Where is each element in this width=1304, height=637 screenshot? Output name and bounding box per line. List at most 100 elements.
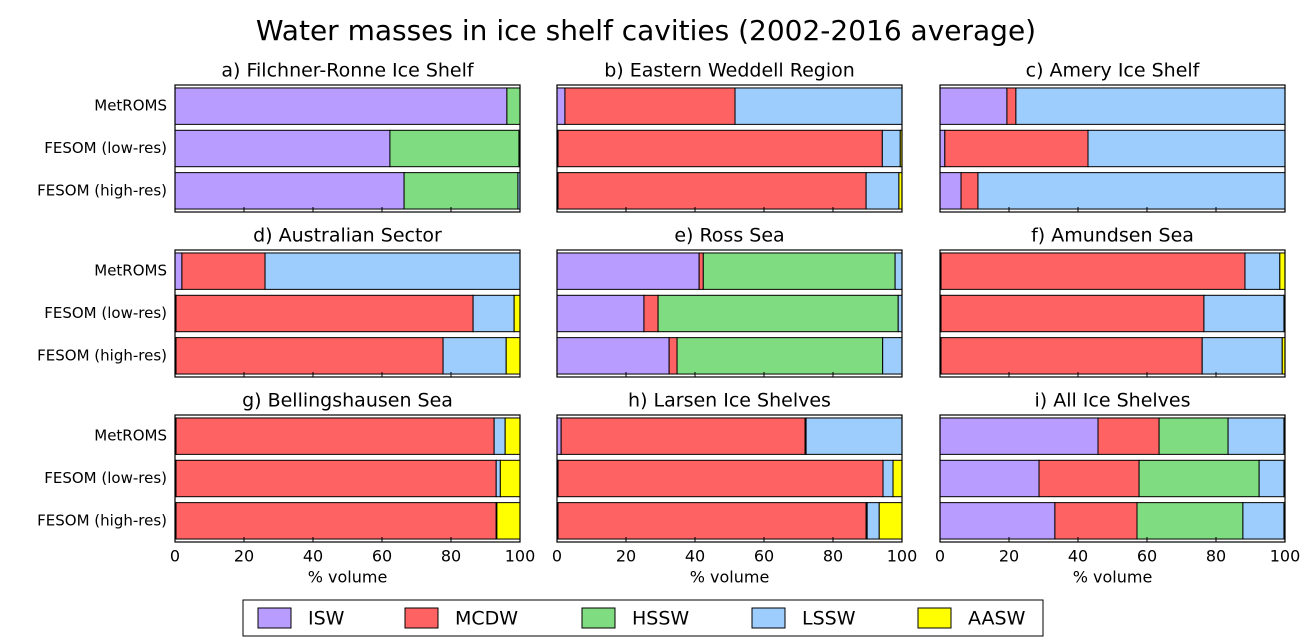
x-tick-label: 80 xyxy=(1206,547,1226,566)
panel-frame xyxy=(556,84,903,213)
bar-segment xyxy=(878,502,903,540)
bar-segment xyxy=(977,172,1286,210)
bar-segment xyxy=(181,252,266,290)
bar-segment xyxy=(1136,502,1244,540)
bar-segment xyxy=(389,129,520,168)
legend-label: AASW xyxy=(968,608,1026,630)
bar-segment xyxy=(442,337,507,375)
bar-segment xyxy=(643,294,659,333)
bar-segment xyxy=(1006,87,1017,125)
panel-frame xyxy=(939,249,1286,378)
x-axis-label: % volume xyxy=(308,568,388,587)
bar-segment xyxy=(174,252,183,290)
bar-segment xyxy=(881,129,901,168)
bar-segment xyxy=(556,337,670,375)
bar-segment xyxy=(1227,417,1285,455)
bar-segment xyxy=(1242,502,1285,540)
bar-segment xyxy=(939,129,946,168)
bar-segment xyxy=(1138,459,1260,498)
legend-swatch xyxy=(581,607,616,629)
x-tick-label: 100 xyxy=(505,547,536,566)
panel-title: e) Ross Sea xyxy=(674,225,784,247)
x-tick-label: 80 xyxy=(823,547,843,566)
panel-title: d) Australian Sector xyxy=(253,225,442,247)
x-tick-label: 0 xyxy=(170,547,180,566)
panel-frame xyxy=(174,249,521,378)
bar-segment xyxy=(1203,294,1285,333)
bar-segment xyxy=(175,459,497,498)
bar-segment xyxy=(557,459,884,498)
panel-title: g) Bellingshausen Sea xyxy=(242,390,453,412)
bar-segment xyxy=(1097,417,1160,455)
bar-segment xyxy=(504,417,521,455)
bar-segment xyxy=(556,87,566,125)
panel-title: h) Larsen Ice Shelves xyxy=(628,390,831,412)
bar-segment xyxy=(403,172,519,210)
legend-box xyxy=(242,599,1044,637)
figure-title: Water masses in ice shelf cavities (2002… xyxy=(256,14,1036,47)
bar-segment xyxy=(892,459,903,498)
panel-frame xyxy=(174,414,521,543)
x-tick-label: 60 xyxy=(372,547,392,566)
bar-segment xyxy=(175,294,474,333)
x-tick-label: 20 xyxy=(999,547,1019,566)
bar-segment xyxy=(939,172,962,210)
panel-title: c) Amery Ice Shelf xyxy=(1026,60,1201,82)
bar-segment xyxy=(882,337,903,375)
bar-segment xyxy=(495,459,501,498)
x-tick-label: 100 xyxy=(887,547,918,566)
bar-segment xyxy=(556,294,645,333)
bar-segment xyxy=(865,172,900,210)
legend-label: HSSW xyxy=(632,608,689,630)
bar-segment xyxy=(734,87,903,125)
bar-segment xyxy=(264,252,521,290)
bar-segment xyxy=(940,294,1205,333)
x-tick-label: 80 xyxy=(441,547,461,566)
y-tick-label: FESOM (high-res) xyxy=(37,511,167,529)
bar-segment xyxy=(506,87,521,125)
bar-segment xyxy=(1279,252,1286,290)
bar-segment xyxy=(175,337,444,375)
bar-segment xyxy=(557,502,867,540)
bar-segment xyxy=(174,172,405,210)
panel-frame xyxy=(939,84,1286,213)
bar-segment xyxy=(556,252,700,290)
y-tick-label: FESOM (low-res) xyxy=(44,139,167,157)
bar-segment xyxy=(702,252,896,290)
x-tick-label: 40 xyxy=(685,547,705,566)
bar-segment xyxy=(894,252,903,290)
bar-segment xyxy=(472,294,515,333)
bar-segment xyxy=(668,337,678,375)
panel-frame xyxy=(556,249,903,378)
panel-frame xyxy=(556,414,903,543)
bar-segment xyxy=(657,294,899,333)
bar-segment xyxy=(1158,417,1229,455)
bar-segment xyxy=(174,129,391,168)
bar-segment xyxy=(698,252,704,290)
bar-segment xyxy=(557,172,867,210)
bar-segment xyxy=(496,502,521,540)
bar-segment xyxy=(960,172,979,210)
bar-segment xyxy=(940,252,1246,290)
bar-segment xyxy=(1054,502,1138,540)
panel-title: f) Amundsen Sea xyxy=(1031,225,1194,247)
x-axis-label: % volume xyxy=(1073,568,1153,587)
bar-segment xyxy=(513,294,521,333)
bar-segment xyxy=(1244,252,1281,290)
x-axis-label: % volume xyxy=(690,568,770,587)
y-tick-label: FESOM (high-res) xyxy=(37,346,167,364)
bar-segment xyxy=(805,417,903,455)
bar-segment xyxy=(556,417,562,455)
x-tick-label: 20 xyxy=(616,547,636,566)
x-tick-label: 40 xyxy=(303,547,323,566)
bar-segment xyxy=(499,459,521,498)
bar-segment xyxy=(939,417,1099,455)
bar-segment xyxy=(493,417,506,455)
legend-label: ISW xyxy=(308,608,345,630)
bar-segment xyxy=(939,87,1008,125)
bar-segment xyxy=(1258,459,1285,498)
x-tick-label: 40 xyxy=(1068,547,1088,566)
bar-segment xyxy=(882,459,894,498)
bar-segment xyxy=(1015,87,1286,125)
